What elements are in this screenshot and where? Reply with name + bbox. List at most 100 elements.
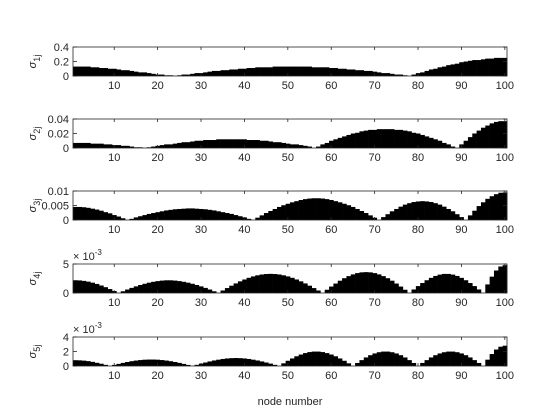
bar	[398, 286, 404, 293]
bar	[459, 277, 464, 293]
bar	[333, 283, 339, 293]
x-tick-label: 20	[152, 224, 164, 236]
bar	[268, 363, 273, 366]
bar	[94, 362, 100, 366]
bar	[324, 67, 330, 76]
y-label-subscript: 1j	[32, 55, 42, 62]
bar	[281, 66, 286, 76]
bar	[99, 210, 104, 220]
bar	[103, 212, 109, 220]
bar	[159, 211, 165, 220]
bar	[337, 137, 343, 148]
bar	[194, 364, 200, 366]
bar	[151, 146, 156, 148]
bar	[138, 360, 143, 366]
bar	[107, 213, 113, 220]
bar	[242, 358, 247, 366]
bar	[142, 283, 148, 293]
bar	[120, 218, 126, 220]
y-axis-label: σ1j	[27, 55, 42, 69]
bar	[316, 67, 321, 76]
bar	[224, 213, 230, 220]
x-tick-label: 70	[369, 224, 381, 236]
bar	[368, 272, 373, 293]
bar	[125, 289, 130, 293]
bar	[381, 217, 386, 220]
bar	[290, 66, 295, 76]
bar	[116, 363, 122, 366]
axes-box	[72, 263, 508, 294]
bar	[90, 282, 95, 293]
bar	[316, 198, 321, 220]
bar	[398, 355, 404, 366]
bar	[185, 208, 191, 220]
y-label-subscript: 4j	[32, 272, 42, 279]
bar	[281, 205, 286, 220]
bar	[476, 130, 482, 148]
bar	[237, 281, 243, 293]
bar	[376, 352, 382, 366]
bar	[86, 66, 91, 76]
bar	[138, 216, 143, 220]
bar	[329, 354, 334, 366]
bar	[316, 290, 321, 293]
x-tick-label: 30	[195, 224, 207, 236]
bar	[411, 202, 417, 220]
x-tick-label: 10	[108, 80, 120, 92]
bar	[155, 212, 161, 220]
y-label-symbol: σ	[27, 278, 39, 285]
bar	[86, 207, 91, 220]
bar	[103, 144, 109, 148]
bar	[415, 286, 421, 293]
x-tick-label: 30	[195, 370, 207, 382]
bar	[459, 353, 464, 366]
bar	[90, 208, 95, 220]
bar	[329, 199, 334, 220]
bar	[485, 359, 490, 366]
bar	[290, 202, 295, 220]
bar	[151, 73, 156, 76]
bar	[454, 275, 460, 293]
bar	[472, 360, 477, 366]
x-tick-label: 70	[369, 370, 381, 382]
bar	[311, 288, 317, 293]
bar	[194, 140, 200, 148]
bar	[372, 353, 378, 366]
bar	[185, 142, 191, 148]
x-tick-label: 10	[108, 370, 120, 382]
bar	[294, 279, 299, 293]
bar	[250, 68, 256, 76]
x-tick-label: 20	[152, 370, 164, 382]
x-tick-label: 20	[152, 152, 164, 164]
bar	[489, 354, 495, 366]
bar	[320, 144, 326, 148]
bar	[255, 217, 260, 220]
bar	[164, 360, 169, 366]
bar	[107, 144, 113, 148]
bar	[246, 218, 252, 220]
bar	[324, 353, 330, 366]
bar	[359, 70, 365, 76]
bar	[411, 289, 417, 293]
bar	[355, 362, 360, 366]
bar	[355, 208, 360, 220]
bar	[246, 277, 252, 293]
bar	[498, 266, 503, 293]
bar	[99, 285, 104, 293]
bar	[216, 70, 221, 76]
bar	[307, 146, 312, 148]
y-label-symbol: σ	[27, 205, 39, 212]
bar	[86, 361, 91, 366]
bar	[363, 70, 369, 76]
bar	[146, 359, 152, 366]
y-multiplier-base: × 10	[73, 324, 95, 336]
x-tick-label: 100	[496, 224, 514, 236]
bar	[255, 67, 260, 76]
bar	[333, 139, 339, 148]
bar	[233, 283, 239, 293]
bar	[242, 68, 247, 76]
bar	[359, 131, 365, 148]
bar	[320, 198, 326, 220]
bar	[502, 121, 508, 148]
bar	[394, 353, 399, 366]
